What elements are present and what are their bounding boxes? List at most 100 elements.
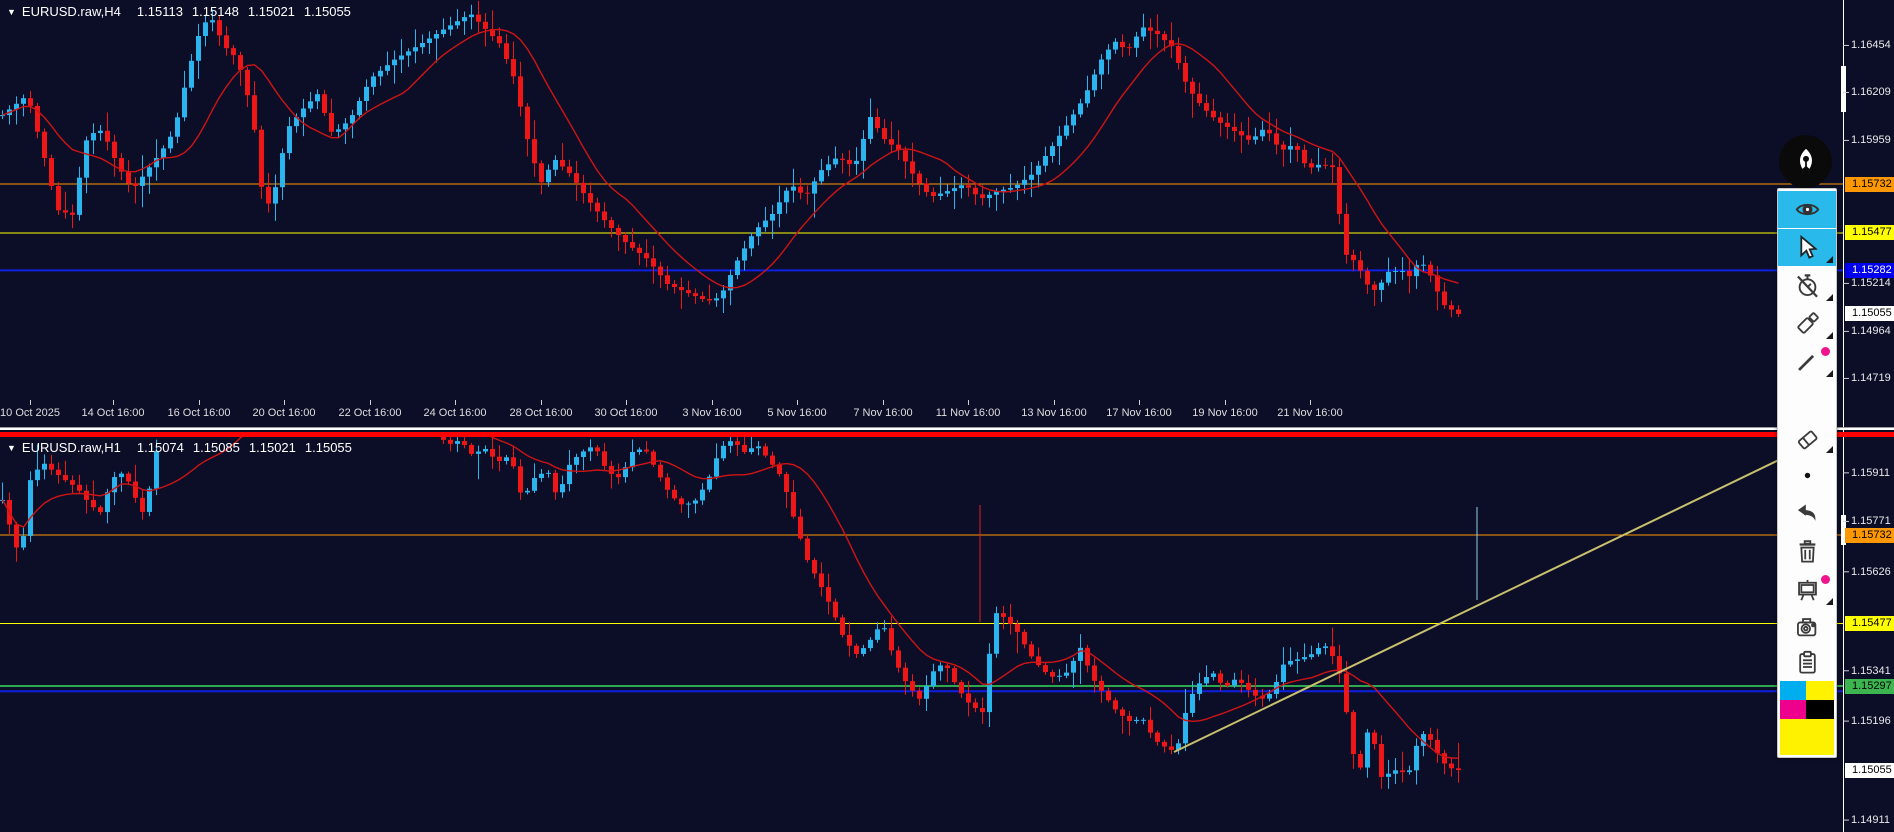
drawing-pen-button[interactable] — [1779, 135, 1832, 188]
candle — [1449, 763, 1454, 769]
axis-drag-bar[interactable] — [1841, 515, 1846, 545]
toolbar-point-button[interactable] — [1778, 457, 1836, 494]
palette-cyan-swatch[interactable] — [1780, 681, 1806, 700]
candle — [1309, 654, 1314, 658]
candle — [455, 21, 460, 26]
toolbar-screenshot-button[interactable] — [1778, 609, 1836, 646]
time-axis-label: 11 Nov 16:00 — [935, 407, 1001, 419]
candle — [567, 464, 572, 485]
candle — [1267, 693, 1272, 699]
candle — [770, 455, 775, 465]
candle — [119, 158, 124, 172]
price-tick-label: 1.15196 — [1851, 715, 1891, 728]
candle — [1316, 648, 1321, 655]
candle — [1190, 81, 1195, 94]
toolbar-select-cursor-button[interactable] — [1778, 229, 1836, 266]
toolbar-whiteboard-button[interactable] — [1778, 571, 1836, 608]
candle — [1372, 284, 1377, 290]
toolbar-delete-button[interactable] — [1778, 533, 1836, 570]
candle — [910, 681, 915, 691]
candle — [448, 25, 453, 30]
candle — [77, 177, 82, 215]
active-color-swatch[interactable] — [1780, 719, 1834, 755]
candle — [595, 202, 600, 212]
candle — [1232, 679, 1237, 686]
candle — [343, 123, 348, 130]
candle — [1246, 135, 1251, 140]
candle — [1239, 679, 1244, 683]
toolbar-eraser-button[interactable] — [1778, 419, 1836, 456]
price-tick-mark — [1843, 472, 1849, 474]
candle — [686, 503, 691, 505]
toolbar-undo-button[interactable] — [1778, 495, 1836, 532]
panel-separator[interactable] — [0, 432, 1894, 437]
candle — [574, 173, 579, 183]
toolbar-line-tool-button[interactable] — [1778, 343, 1836, 380]
candle — [84, 140, 89, 178]
time-tick — [284, 400, 285, 405]
candle — [518, 76, 523, 107]
tool-options-arrow-icon — [1826, 446, 1833, 453]
candle — [294, 117, 299, 127]
panel-h1[interactable] — [0, 406, 1845, 789]
candle — [1407, 770, 1412, 773]
candle — [966, 185, 971, 188]
time-tick — [370, 400, 371, 405]
price-tick-mark — [1843, 670, 1849, 672]
quote-low: 1.15021 — [247, 4, 295, 19]
candle — [980, 708, 985, 713]
palette-yellow-swatch[interactable] — [1806, 681, 1834, 700]
toolbar-highlighter-button[interactable] — [1778, 305, 1836, 342]
time-axis-label: 22 Oct 16:00 — [338, 407, 402, 419]
candle — [1372, 732, 1377, 745]
candle — [490, 448, 495, 457]
candle — [1295, 659, 1300, 661]
candle — [1134, 36, 1139, 48]
candle — [1435, 275, 1440, 292]
collapse-triangle-icon[interactable]: ▼ — [7, 443, 16, 453]
candle — [777, 202, 782, 214]
candle — [1085, 647, 1090, 666]
axis-drag-bar[interactable] — [1841, 66, 1846, 112]
candle — [1169, 746, 1174, 750]
candle — [602, 451, 607, 466]
candle — [105, 130, 110, 142]
candle — [567, 166, 572, 174]
candle — [791, 186, 796, 191]
palette-black-swatch[interactable] — [1806, 700, 1834, 719]
candle — [483, 448, 488, 452]
candle — [1064, 672, 1069, 676]
toolbar-copy-list-button[interactable] — [1778, 644, 1836, 681]
time-axis-label: 7 Nov 16:00 — [853, 407, 913, 419]
candle — [1400, 770, 1405, 773]
candle — [616, 227, 621, 236]
candle — [805, 192, 810, 194]
panel-h4[interactable] — [0, 0, 1843, 318]
collapse-triangle-icon[interactable]: ▼ — [7, 7, 16, 17]
trendline[interactable] — [1173, 428, 1845, 753]
candle — [77, 484, 82, 491]
candle — [1218, 117, 1223, 123]
candle — [252, 95, 257, 130]
candle — [1029, 644, 1034, 657]
candle — [203, 22, 208, 37]
candle — [1197, 683, 1202, 694]
candle — [266, 186, 271, 204]
candle — [861, 648, 866, 654]
time-tick — [797, 400, 798, 405]
time-axis-label: 14 Oct 16:00 — [81, 407, 145, 419]
candle — [1183, 712, 1188, 744]
tool-options-arrow-icon — [1826, 370, 1833, 377]
palette-magenta-swatch[interactable] — [1780, 700, 1806, 719]
toolbar-visibility-button[interactable] — [1778, 191, 1836, 228]
separator-white-line — [0, 428, 1894, 430]
price-axis-border[interactable] — [1843, 0, 1844, 832]
candle — [490, 28, 495, 37]
candle — [371, 76, 376, 87]
candle — [833, 601, 838, 618]
candle — [308, 101, 313, 109]
candle — [1316, 164, 1321, 168]
toolbar-timer-disabled-button[interactable] — [1778, 267, 1836, 304]
